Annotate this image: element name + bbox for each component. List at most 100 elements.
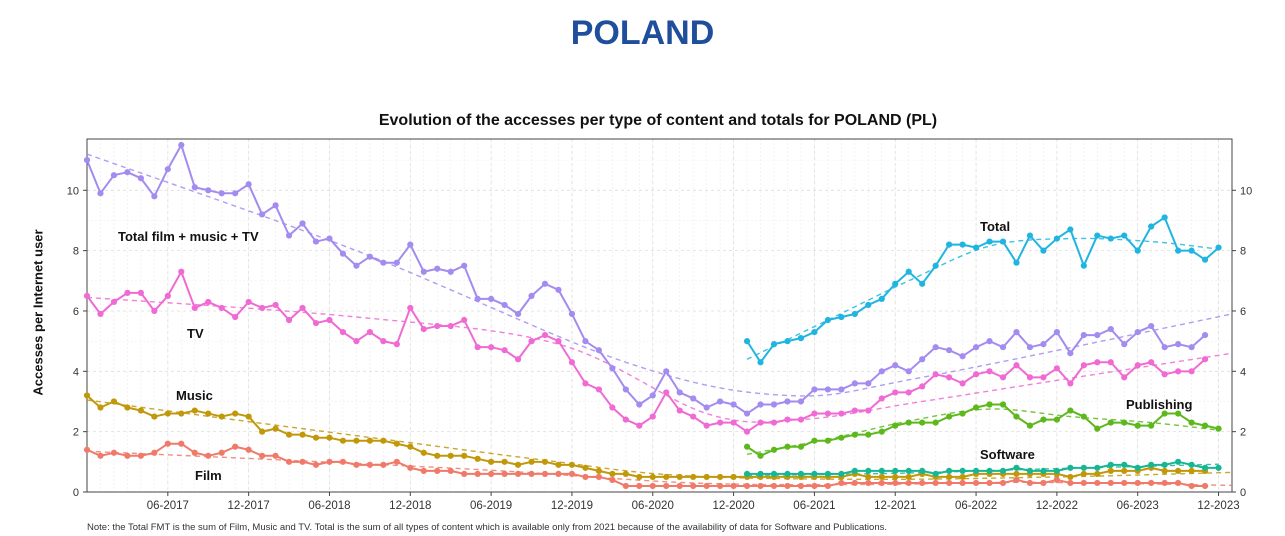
data-point-tv	[1013, 362, 1020, 369]
data-point-film	[838, 479, 845, 487]
data-point-tv	[1094, 359, 1101, 366]
data-point-tv	[353, 338, 360, 345]
data-point-publishing	[1148, 422, 1155, 429]
data-point-music	[663, 473, 670, 481]
data-point-tv	[339, 328, 347, 336]
data-point-music	[1161, 467, 1168, 474]
data-point-publishing	[811, 437, 818, 444]
data-point-film	[595, 473, 602, 481]
axes: 0 0 2 2 4 4 6 6 8 8 10 10 06-2017 12-2017 06-2018 12-20…	[67, 138, 1252, 512]
data-point-software	[999, 467, 1007, 474]
data-point-total-film-music-tv	[851, 380, 858, 387]
data-point-film	[541, 470, 549, 477]
data-point-publishing	[1040, 416, 1047, 423]
data-point-publishing	[878, 428, 885, 435]
data-point-software	[784, 470, 791, 477]
data-point-total-film-music-tv	[124, 169, 131, 176]
data-point-tv	[312, 319, 320, 327]
data-point-software	[905, 467, 912, 474]
data-point-total-film-music-tv	[663, 368, 670, 375]
data-point-tv	[245, 298, 252, 306]
data-point-publishing	[1134, 422, 1141, 429]
data-point-film	[851, 479, 858, 487]
y-tick-label-left: 4	[73, 366, 79, 378]
series-line-total-film-music-tv	[86, 144, 1206, 415]
data-point-total-film-music-tv	[770, 401, 778, 408]
data-point-music	[83, 392, 91, 399]
data-point-total-film-music-tv	[1080, 332, 1087, 339]
data-point-total-film-music-tv	[245, 181, 252, 188]
data-point-total-film-music-tv	[838, 386, 845, 393]
data-point-total	[1040, 247, 1047, 254]
data-point-total	[959, 241, 966, 248]
data-point-software	[932, 470, 939, 477]
data-point-film	[312, 461, 320, 468]
data-point-tv	[407, 304, 414, 312]
y-tick-label-right: 10	[1240, 185, 1252, 197]
data-point-film	[137, 452, 144, 459]
data-point-total-film-music-tv	[83, 157, 91, 164]
data-point-tv	[932, 371, 939, 378]
data-point-music	[110, 398, 118, 405]
data-point-total-film-music-tv	[137, 175, 144, 182]
data-point-film	[110, 449, 118, 456]
data-point-music	[1013, 470, 1020, 477]
data-point-software	[1040, 467, 1047, 474]
data-point-music	[514, 461, 522, 468]
data-point-tv	[447, 322, 454, 330]
data-point-music	[218, 413, 225, 420]
data-point-total-film-music-tv	[959, 353, 966, 360]
data-point-tv	[703, 422, 710, 429]
data-point-total-film-music-tv	[1134, 328, 1141, 336]
data-point-total-film-music-tv	[339, 250, 347, 257]
data-point-tv	[824, 410, 831, 417]
data-point-total-film-music-tv	[932, 344, 939, 351]
data-point-total	[1134, 247, 1141, 254]
data-point-total	[1148, 223, 1155, 230]
data-point-total	[1215, 244, 1222, 251]
data-point-music	[730, 473, 737, 481]
data-point-total	[986, 238, 993, 245]
data-point-music	[339, 437, 347, 444]
data-point-tv	[285, 316, 293, 324]
data-point-tv	[434, 322, 441, 330]
data-point-film	[1013, 476, 1020, 484]
data-point-music	[366, 437, 373, 444]
trend-line-music	[86, 399, 1233, 481]
data-point-total-film-music-tv	[568, 310, 576, 318]
data-point-tv	[757, 419, 764, 426]
data-point-total-film-music-tv	[488, 295, 495, 303]
data-point-film	[205, 452, 212, 459]
data-point-tv	[1107, 359, 1114, 366]
series-line-tv	[86, 270, 1206, 433]
y-tick-label-left: 0	[73, 487, 79, 499]
data-point-total-film-music-tv	[380, 259, 387, 266]
data-point-music	[1175, 467, 1182, 474]
data-points	[83, 141, 1222, 490]
data-point-total-film-music-tv	[326, 235, 333, 242]
data-point-publishing	[770, 446, 778, 453]
data-point-music	[1080, 470, 1087, 477]
data-point-total-film-music-tv	[1053, 328, 1060, 336]
data-point-software	[1053, 467, 1060, 474]
data-point-tv	[218, 304, 225, 312]
data-point-film	[447, 467, 454, 474]
data-point-tv	[1134, 362, 1141, 369]
data-point-tv	[514, 356, 522, 363]
data-point-tv	[595, 386, 602, 393]
data-point-film	[339, 458, 347, 465]
data-point-film	[326, 458, 333, 465]
series-label-total-film-music-tv: Total film + music + TV	[118, 229, 259, 244]
data-point-tv	[676, 407, 683, 414]
data-point-publishing	[919, 419, 926, 426]
y-tick-label-right: 0	[1240, 487, 1246, 499]
data-point-tv	[999, 374, 1007, 381]
data-point-film	[784, 482, 791, 490]
data-point-tv	[259, 304, 266, 312]
data-point-music	[528, 458, 535, 465]
data-point-total-film-music-tv	[366, 253, 373, 260]
data-point-total	[1013, 259, 1020, 266]
data-point-music	[272, 425, 279, 432]
data-point-music	[1067, 473, 1074, 481]
x-tick-label: 12-2018	[389, 500, 431, 512]
